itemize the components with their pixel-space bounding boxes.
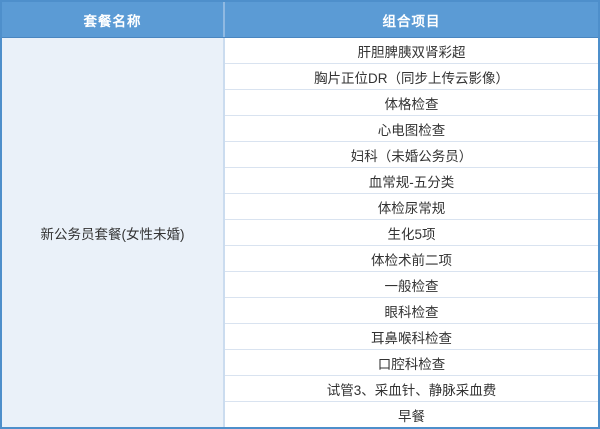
item-row: 体检术前二项 <box>225 246 598 272</box>
item-row: 一般检查 <box>225 272 598 298</box>
package-name-cell: 新公务员套餐(女性未婚) <box>2 38 223 427</box>
item-row: 体格检查 <box>225 90 598 116</box>
item-row: 口腔科检查 <box>225 350 598 376</box>
item-row: 体检尿常规 <box>225 194 598 220</box>
item-row: 眼科检查 <box>225 298 598 324</box>
item-row: 试管3、采血针、静脉采血费 <box>225 376 598 402</box>
column-header-combination-items: 组合项目 <box>223 2 598 37</box>
item-row: 心电图检查 <box>225 116 598 142</box>
item-row: 早餐 <box>398 408 425 424</box>
table-header-row: 套餐名称 组合项目 <box>2 2 598 38</box>
item-row: 血常规-五分类 <box>225 168 598 194</box>
items-column: 肝胆脾胰双肾彩超 胸片正位DR（同步上传云影像） 体格检查 心电图检查 妇科（未… <box>223 38 598 427</box>
item-row: 胸片正位DR（同步上传云影像） <box>225 64 598 90</box>
column-header-package-name: 套餐名称 <box>83 13 142 29</box>
item-row: 肝胆脾胰双肾彩超 <box>225 38 598 64</box>
item-row: 妇科（未婚公务员） <box>225 142 598 168</box>
table-body: 新公务员套餐(女性未婚) 肝胆脾胰双肾彩超 胸片正位DR（同步上传云影像） 体格… <box>2 38 598 427</box>
item-row: 耳鼻喉科检查 <box>225 324 598 350</box>
item-row: 生化5项 <box>225 220 598 246</box>
